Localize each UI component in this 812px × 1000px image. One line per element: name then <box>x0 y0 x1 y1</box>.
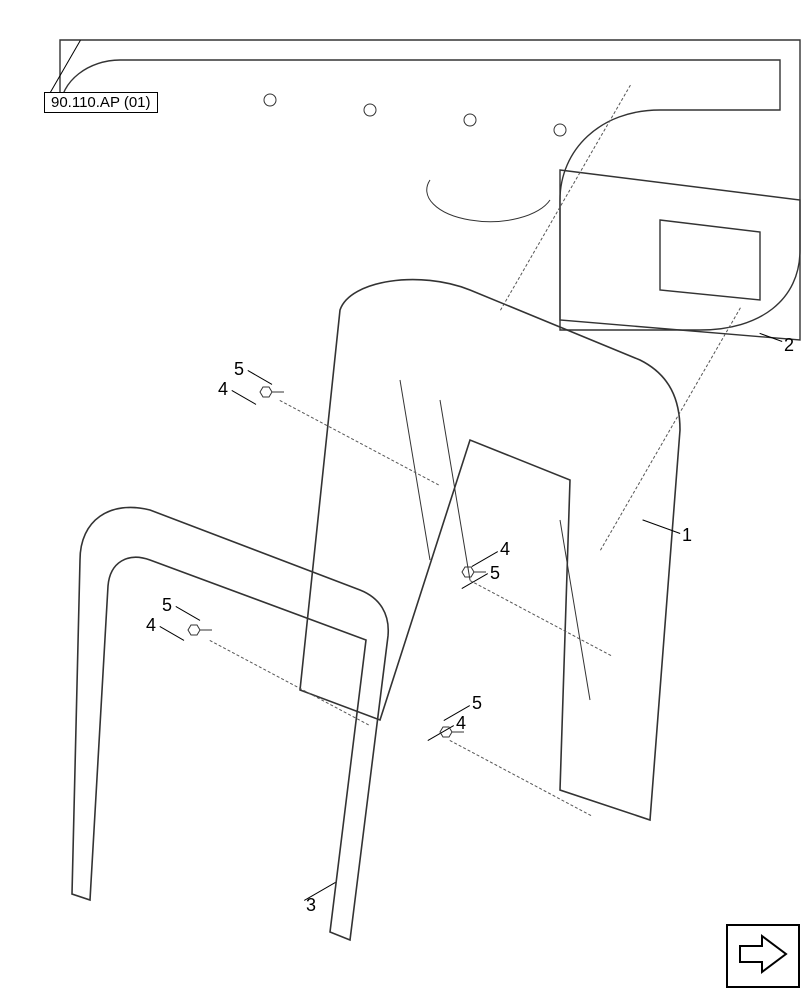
gasket-lineart <box>0 0 812 1000</box>
callout-5: 5 <box>234 360 244 378</box>
callout-4: 4 <box>146 616 156 634</box>
screw-icon <box>186 620 214 640</box>
next-page-icon[interactable] <box>726 924 800 988</box>
callout-5: 5 <box>162 596 172 614</box>
callout-5: 5 <box>472 694 482 712</box>
callout-5: 5 <box>490 564 500 582</box>
callout-1: 1 <box>682 526 692 544</box>
screw-icon <box>460 562 488 582</box>
screw-icon <box>438 722 466 742</box>
callout-4: 4 <box>500 540 510 558</box>
callout-2: 2 <box>784 336 794 354</box>
arrow-icon <box>734 932 792 978</box>
reference-label: 90.110.AP (01) <box>44 92 158 113</box>
diagram-stage: 90.110.AP (01) 5 4 5 4 4 5 5 4 1 2 3 <box>0 0 812 1000</box>
callout-4: 4 <box>218 380 228 398</box>
screw-icon <box>258 382 286 402</box>
